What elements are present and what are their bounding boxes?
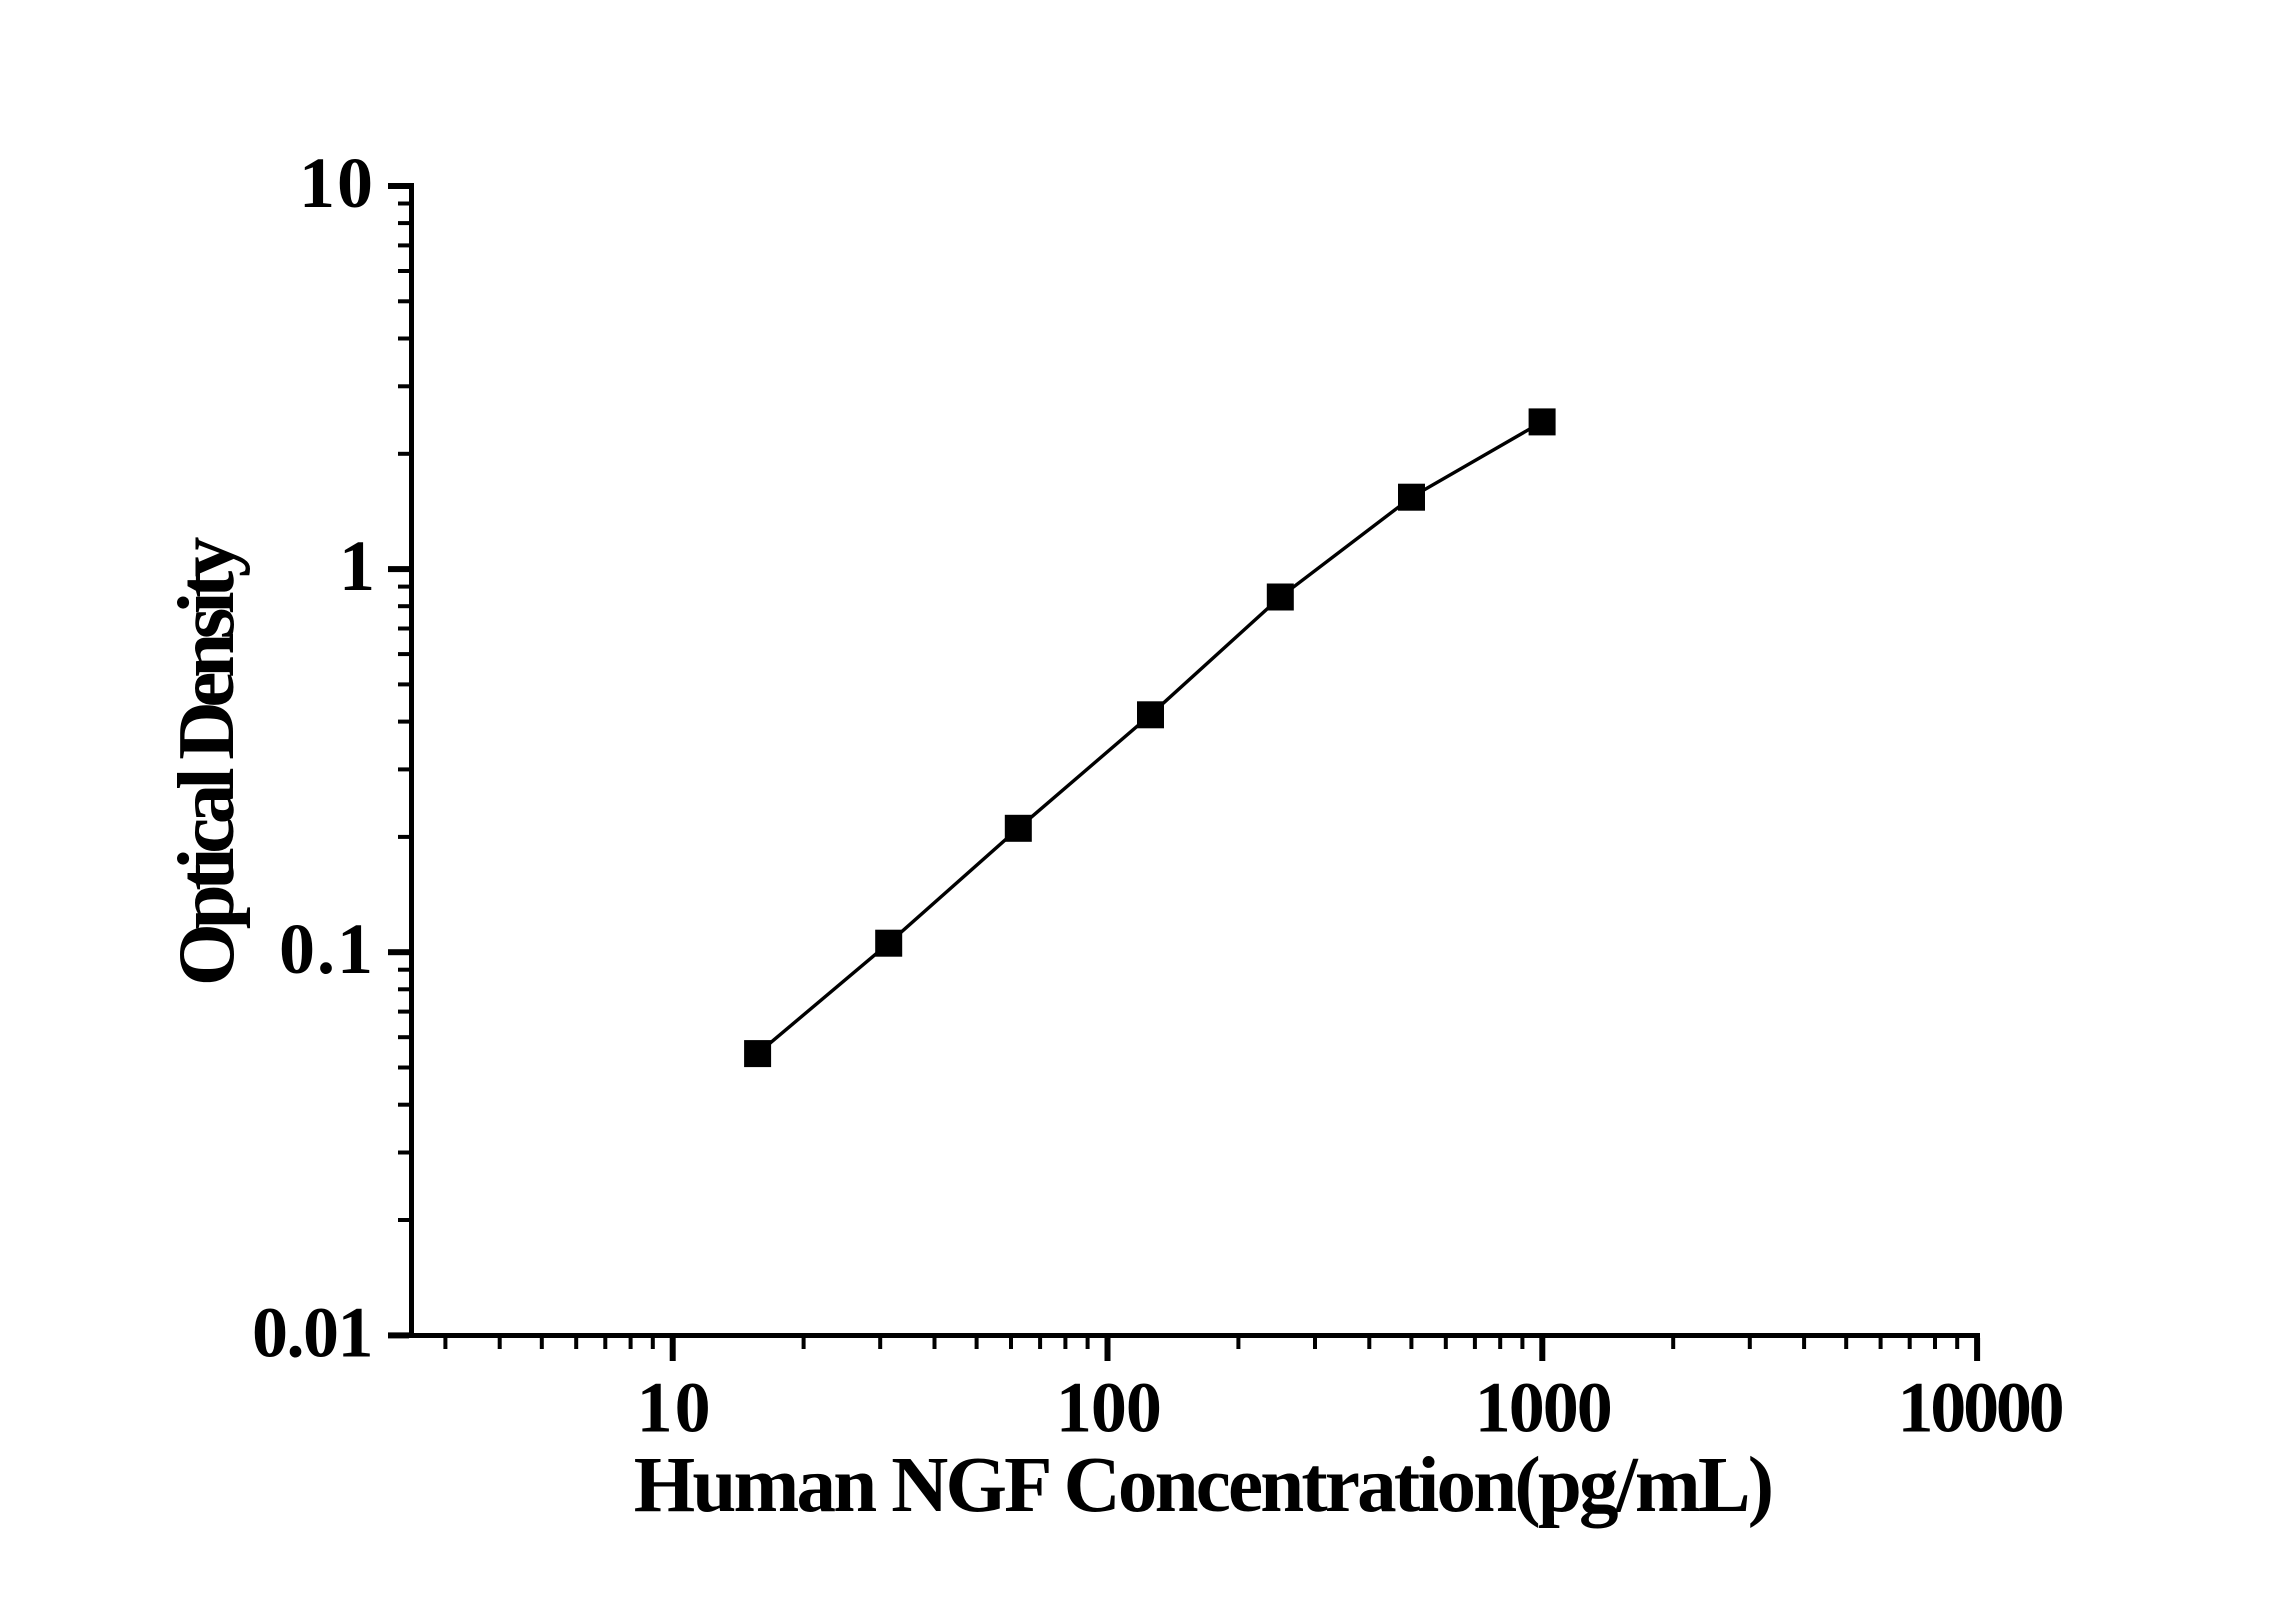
svg-text:10: 10 [637,1368,713,1448]
svg-text:10000: 10000 [1897,1368,2062,1448]
svg-text:1000: 1000 [1475,1368,1611,1448]
svg-text:0.1: 0.1 [279,909,375,989]
svg-text:Optical Density: Optical Density [161,537,251,986]
svg-text:1: 1 [339,526,375,606]
svg-text:Human NGF Concentration(pg/mL): Human NGF Concentration(pg/mL) [634,1442,1772,1529]
svg-text:100: 100 [1056,1368,1161,1448]
svg-text:0.01: 0.01 [252,1292,372,1372]
svg-text:10: 10 [299,143,375,223]
